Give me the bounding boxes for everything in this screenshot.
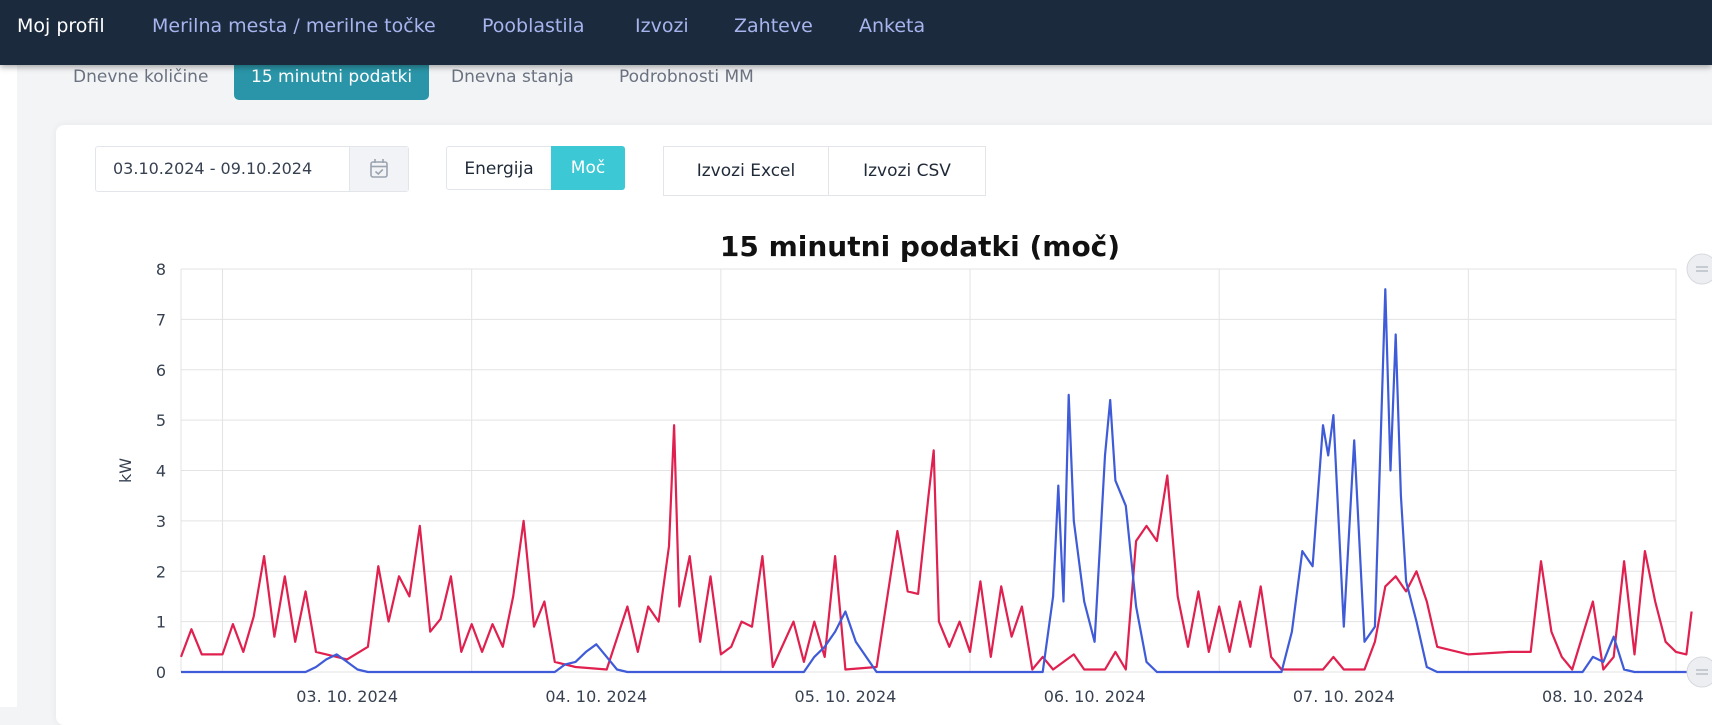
date-range-picker[interactable]: 03.10.2024 - 09.10.2024: [95, 146, 409, 192]
mode-power-button[interactable]: Moč: [551, 146, 625, 190]
y-axis-label: kW: [116, 458, 135, 483]
series-line-0: [179, 424, 1693, 671]
x-tick-label: 03. 10. 2024: [296, 687, 398, 706]
left-sidebar-strip: [0, 65, 17, 707]
y-tick-label: 1: [156, 613, 166, 632]
y-tick-label: 5: [156, 411, 166, 430]
x-tick-label: 07. 10. 2024: [1293, 687, 1395, 706]
x-tick-label: 08. 10. 2024: [1542, 687, 1644, 706]
nav-item-izvozi[interactable]: Izvozi: [635, 15, 689, 37]
x-tick-label: 06. 10. 2024: [1044, 687, 1146, 706]
calendar-button[interactable]: [349, 147, 408, 191]
series-line-1: [181, 288, 1692, 674]
tab-dnevne-kolicine[interactable]: Dnevne količine: [73, 67, 209, 87]
mode-energy-button[interactable]: Energija: [446, 146, 552, 190]
y-tick-label: 6: [156, 361, 166, 380]
tab-dnevna-stanja[interactable]: Dnevna stanja: [451, 67, 574, 87]
nav-item-moj-profil[interactable]: Moj profil: [17, 15, 105, 37]
y-tick-label: 8: [156, 260, 166, 279]
x-tick-label: 04. 10. 2024: [545, 687, 647, 706]
export-csv-button[interactable]: Izvozi CSV: [828, 146, 986, 196]
y-tick-label: 7: [156, 310, 166, 329]
x-tick-label: 05. 10. 2024: [795, 687, 897, 706]
zoom-handle-icon[interactable]: [1686, 656, 1712, 688]
y-tick-label: 0: [156, 663, 166, 682]
calendar-check-icon: [370, 159, 388, 178]
export-excel-button[interactable]: Izvozi Excel: [663, 146, 829, 196]
nav-item-anketa[interactable]: Anketa: [859, 15, 926, 37]
zoom-handle-icon[interactable]: [1686, 253, 1712, 285]
top-navigation: Moj profil Merilna mesta / merilne točke…: [0, 0, 1712, 65]
nav-item-pooblastila[interactable]: Pooblastila: [482, 15, 585, 37]
power-line-chart: 0 1 2 3 4 5 6 7 8 03. 10. 2024 04. 10. 2024 05. 10.…: [116, 253, 1712, 706]
chart-title: 15 minutni podatki (moč): [719, 230, 1121, 263]
y-tick-label: 3: [156, 512, 166, 531]
tab-podrobnosti-mm[interactable]: Podrobnosti MM: [619, 67, 754, 87]
y-tick-label: 2: [156, 562, 166, 581]
nav-item-merilna-mesta[interactable]: Merilna mesta / merilne točke: [152, 15, 436, 37]
y-tick-label: 4: [156, 462, 166, 481]
date-range-value: 03.10.2024 - 09.10.2024: [113, 159, 313, 178]
nav-item-zahteve[interactable]: Zahteve: [734, 15, 813, 37]
